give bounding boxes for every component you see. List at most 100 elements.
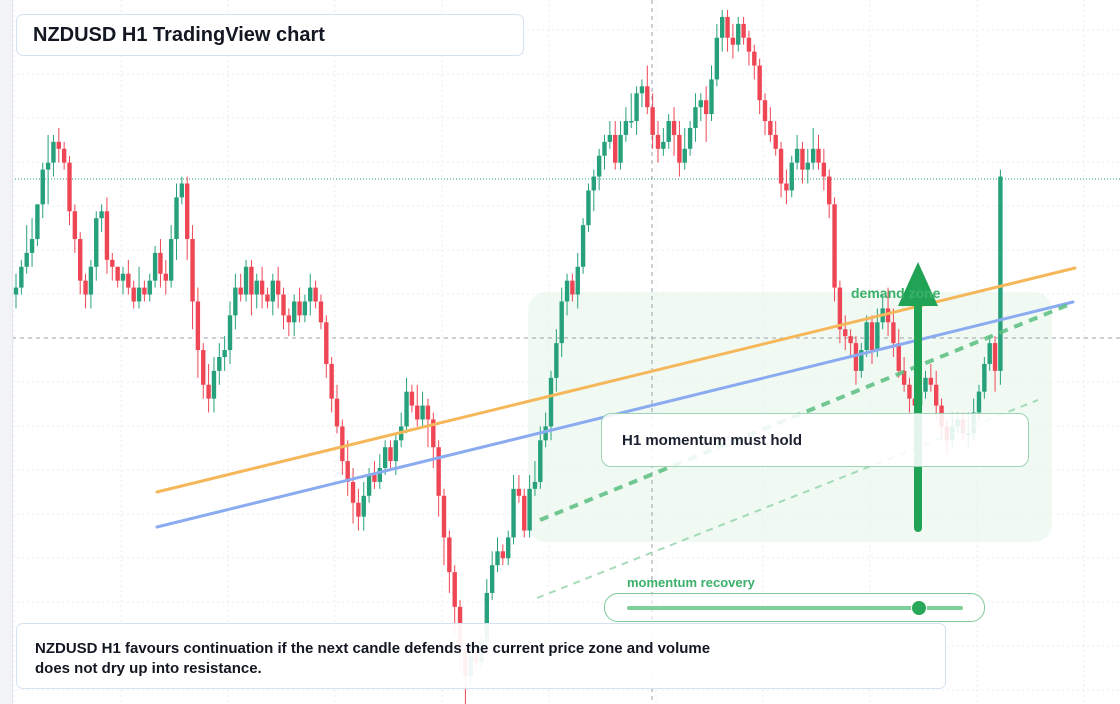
candle-body-bullish xyxy=(19,266,24,288)
candle-body-bullish xyxy=(45,162,51,170)
candle-body-bullish xyxy=(270,280,275,302)
candle-body-bearish xyxy=(655,134,661,149)
candle xyxy=(179,176,185,205)
candle xyxy=(741,16,746,45)
candle-body-bearish xyxy=(67,162,72,212)
candle-body-bearish xyxy=(516,488,522,496)
candle xyxy=(923,370,928,399)
candle-body-bearish xyxy=(409,391,415,406)
candle xyxy=(120,266,126,295)
candle-body-bearish xyxy=(356,502,361,517)
candle-body-bearish xyxy=(78,239,83,281)
candle-body-bearish xyxy=(142,287,147,295)
candle-body-bullish xyxy=(366,474,372,496)
candle xyxy=(602,134,607,170)
title-box: NZDUSD H1 TradingView chart xyxy=(16,14,524,56)
candle-body-bearish xyxy=(816,148,821,163)
candle xyxy=(249,259,254,316)
candle xyxy=(136,266,142,309)
candle xyxy=(677,121,682,177)
candle-body-bullish xyxy=(506,537,511,559)
candle xyxy=(532,461,538,496)
candle-body-bullish xyxy=(586,190,591,226)
candle-body-bearish xyxy=(334,398,340,427)
candle-body-bullish xyxy=(233,287,238,316)
candle xyxy=(201,343,206,399)
candle xyxy=(666,114,671,149)
candle-body-bearish xyxy=(415,405,420,420)
candle-body-bearish xyxy=(827,176,832,205)
candle xyxy=(516,474,522,503)
candle xyxy=(511,474,516,545)
candle-body-bullish xyxy=(382,447,388,469)
candle-body-bearish xyxy=(297,301,302,316)
candle xyxy=(591,169,596,212)
candle xyxy=(67,155,72,226)
candle-body-bullish xyxy=(99,211,104,219)
candle-body-bullish xyxy=(998,176,1003,371)
candle xyxy=(682,127,687,170)
candle xyxy=(559,287,564,357)
candle-body-bullish xyxy=(527,488,532,531)
candle xyxy=(495,537,500,573)
candle-body-bearish xyxy=(848,336,853,344)
candle xyxy=(345,440,350,496)
candle-body-bullish xyxy=(794,148,800,163)
candle-body-bearish xyxy=(703,100,709,115)
candle-body-bullish xyxy=(736,23,741,45)
candle-body-bearish xyxy=(425,405,431,420)
candle-body-bullish xyxy=(40,169,45,205)
candle xyxy=(286,308,292,337)
candle-body-bearish xyxy=(72,211,78,240)
candle xyxy=(671,107,677,156)
candle xyxy=(222,336,227,371)
candle-body-bullish xyxy=(254,280,259,295)
candle xyxy=(489,551,495,600)
candle-body-bearish xyxy=(645,86,650,108)
candle-body-bullish xyxy=(35,204,40,240)
candle xyxy=(13,273,19,309)
candle xyxy=(987,336,992,371)
candle-body-bearish xyxy=(345,461,350,482)
candle xyxy=(447,530,452,593)
candle-body-bearish xyxy=(131,287,136,302)
candle-body-bearish xyxy=(275,280,281,295)
candle xyxy=(687,121,693,156)
candle xyxy=(99,204,104,233)
candle xyxy=(885,287,891,337)
callout-box: H1 momentum must hold xyxy=(601,413,1029,467)
candle xyxy=(206,363,211,413)
slider-thumb[interactable] xyxy=(912,601,927,615)
candle xyxy=(243,259,249,302)
candle xyxy=(596,148,602,191)
candle xyxy=(324,315,329,378)
candle-body-bullish xyxy=(243,266,249,295)
candle xyxy=(896,329,901,378)
candle-body-bearish xyxy=(372,474,377,482)
candle xyxy=(382,440,388,475)
candle xyxy=(720,10,725,52)
momentum-slider[interactable] xyxy=(604,593,985,622)
candle-body-bullish xyxy=(51,141,56,163)
candle xyxy=(698,93,703,122)
candle-body-bullish xyxy=(789,162,794,191)
candle-body-bullish xyxy=(575,266,580,295)
candle-body-bullish xyxy=(147,280,152,295)
candle-body-bullish xyxy=(639,86,645,94)
candle xyxy=(292,294,297,337)
candle-body-bearish xyxy=(725,16,730,38)
candle xyxy=(629,93,634,128)
candle-body-bearish xyxy=(821,162,827,177)
candle xyxy=(45,134,51,205)
candle-body-bullish xyxy=(629,121,634,123)
slider-track[interactable] xyxy=(627,606,963,610)
candle-body-bearish xyxy=(206,384,211,399)
page-title: NZDUSD H1 TradingView chart xyxy=(33,23,325,46)
candle-body-bullish xyxy=(923,377,928,392)
candle-body-bearish xyxy=(56,141,61,149)
candle-body-bearish xyxy=(329,363,334,399)
candle-body-bearish xyxy=(768,121,773,135)
candle-body-bearish xyxy=(762,100,768,122)
candle xyxy=(853,336,859,385)
